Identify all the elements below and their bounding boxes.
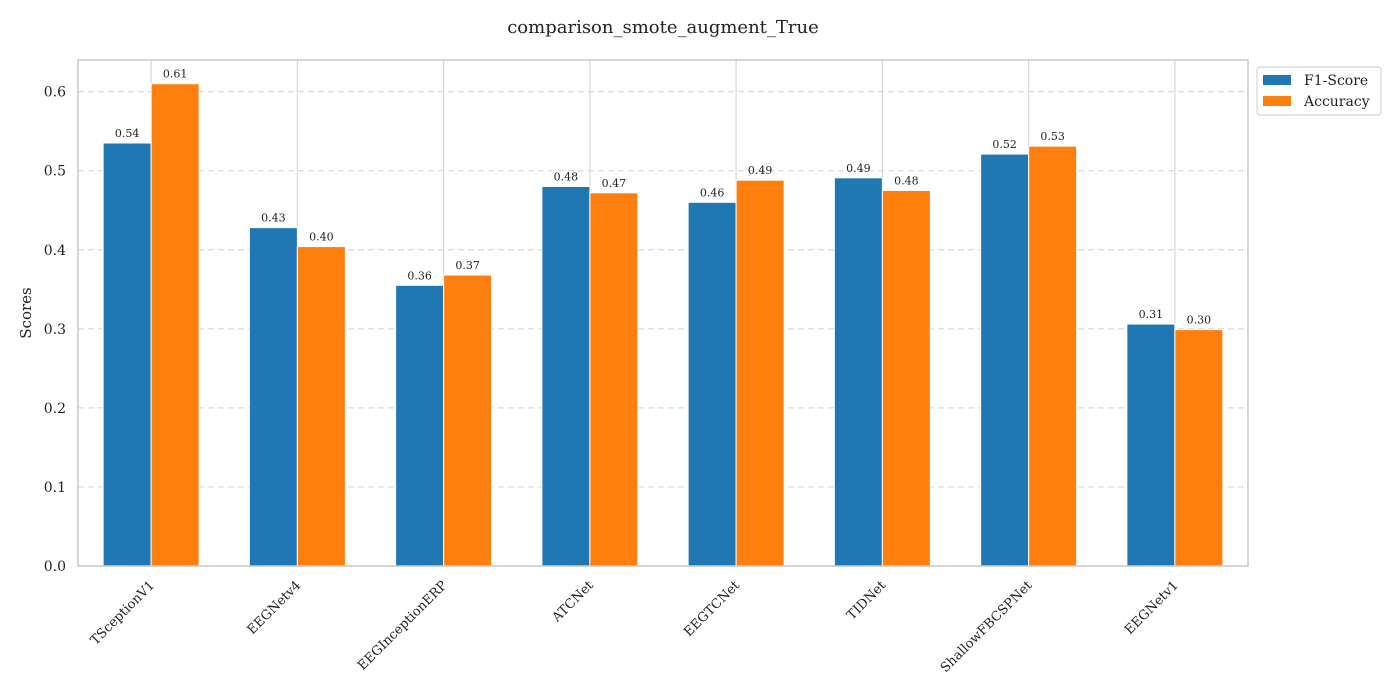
bar-f1-score-3 [541,186,591,567]
bar-f1-score-2 [395,284,445,567]
bar-value-label: 0.49 [846,162,871,175]
y-tick-label: 0.4 [44,243,66,259]
y-tick-label: 0.2 [44,401,66,417]
bar-f1-score-6 [980,153,1030,567]
bar-accuracy-2 [443,274,493,567]
plot-frame [77,59,1249,567]
bar-value-label: 0.54 [115,127,140,140]
bar-f1-score-4 [687,201,737,567]
bar-accuracy-5 [881,189,931,567]
x-tick-label: ATCNet [549,578,597,626]
bar-value-label: 0.47 [602,177,627,190]
legend-label: Accuracy [1303,94,1370,110]
y-axis-label: Scores [17,287,35,338]
bar-f1-score-5 [833,177,883,567]
y-tick-label: 0.3 [44,322,66,338]
bar-value-label: 0.30 [1187,314,1212,327]
bar-value-label: 0.46 [700,186,725,199]
y-tick-label: 0.6 [44,85,66,101]
bar-value-label: 0.49 [748,164,773,177]
x-tick-label: EEGNetv1 [1122,578,1182,638]
bar-f1-score-7 [1126,323,1176,567]
bar-value-label: 0.43 [261,212,286,225]
y-tick-label: 0.0 [44,559,66,575]
bar-accuracy-3 [589,192,639,567]
bars-layer [102,83,1224,567]
bar-accuracy-6 [1028,145,1078,567]
y-tick-label: 0.5 [44,164,66,180]
chart-title: comparison_smote_augment_True [507,17,819,38]
x-tick-label: EEGNetv4 [245,578,305,638]
bar-accuracy-0 [150,83,200,567]
x-tick-label: TIDNet [844,578,889,623]
bar-accuracy-1 [296,246,346,567]
legend-swatch [1263,75,1291,85]
bar-value-label: 0.40 [309,231,334,244]
bar-value-label: 0.53 [1040,130,1065,143]
bar-value-label: 0.61 [163,68,188,81]
legend-swatch [1263,96,1291,106]
bar-accuracy-4 [735,179,785,567]
bar-value-label: 0.31 [1139,308,1164,321]
x-tick-label: TSceptionV1 [88,578,158,648]
bar-value-label: 0.37 [455,259,480,272]
bar-value-label: 0.48 [894,174,919,187]
bar-value-label: 0.52 [992,138,1017,151]
bar-f1-score-0 [102,142,152,567]
bar-accuracy-7 [1174,329,1224,567]
x-tick-label: EEGInceptionERP [355,578,450,673]
value-labels-layer: 0.54 0.43 0.36 0.48 0.46 0.49 0.52 0.31 0.61 0.40… [115,68,1211,327]
legend: F1-Score Accuracy [1256,66,1382,116]
x-tick-label: EEGTCNet [681,578,743,640]
bar-value-label: 0.48 [554,171,579,184]
legend-label: F1-Score [1304,73,1368,89]
y-tick-label: 0.1 [44,480,66,496]
x-tick-label: ShallowFBCSPNet [938,578,1036,676]
bar-value-label: 0.36 [407,269,432,282]
bar-f1-score-1 [248,227,298,567]
